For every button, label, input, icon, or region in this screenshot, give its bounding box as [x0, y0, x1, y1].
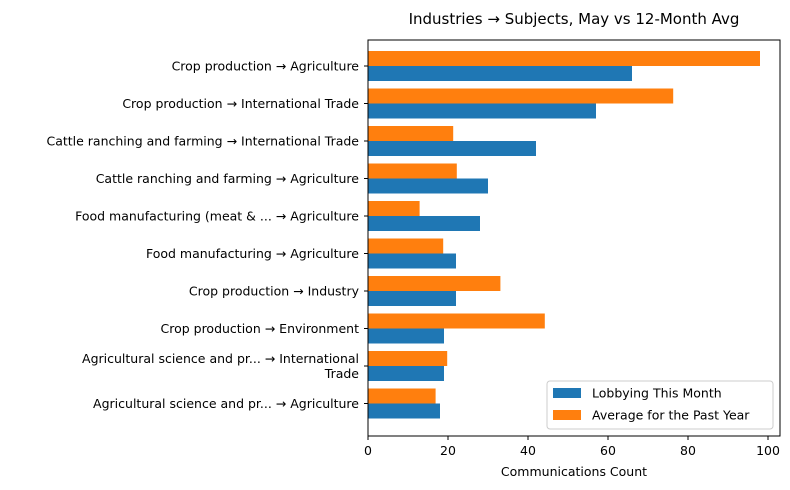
y-tick-label: Trade — [324, 366, 360, 381]
bar-this-month-10 — [368, 403, 440, 419]
legend-box — [546, 380, 774, 430]
x-axis-ticks: 0 20 40 60 80 100 — [364, 436, 780, 458]
x-tick-label: 100 — [756, 443, 780, 458]
bar-this-month-4 — [368, 178, 488, 194]
bar-average-5 — [368, 201, 420, 216]
legend-swatch — [553, 388, 581, 398]
y-tick-label: Crop production → Agriculture — [172, 59, 360, 74]
x-tick-label: 80 — [680, 443, 696, 458]
bar-average-7 — [368, 276, 501, 291]
bar-this-month-6 — [368, 253, 456, 269]
bar-this-month-5 — [368, 216, 480, 231]
legend-swatch — [553, 410, 581, 420]
y-tick-label: Cattle ranching and farming → Agricultur… — [96, 171, 360, 186]
bars-group — [368, 51, 760, 419]
bar-this-month-2 — [368, 103, 596, 119]
bar-this-month-7 — [368, 291, 456, 306]
y-tick-label: Food manufacturing (meat & ... → Agricul… — [75, 209, 359, 224]
y-axis-ticks: Crop production → Agriculture Crop produc… — [46, 59, 368, 411]
y-tick-label: Crop production → Industry — [189, 284, 360, 299]
plot-frame — [367, 39, 781, 437]
y-tick-label: Cattle ranching and farming → Internatio… — [46, 134, 359, 149]
legend-label: Lobbying This Month — [592, 386, 722, 401]
y-tick-label: Crop production → International Trade — [122, 96, 359, 111]
bar-average-4 — [368, 163, 457, 179]
bar-average-3 — [368, 126, 454, 141]
bar-average-1 — [368, 51, 760, 66]
bar-this-month-3 — [368, 141, 536, 156]
y-tick-label: Food manufacturing → Agriculture — [146, 246, 359, 261]
x-tick-label: 60 — [600, 443, 616, 458]
x-tick-label: 0 — [364, 443, 372, 458]
y-tick-label: Agricultural science and pr... → Agricul… — [93, 396, 359, 411]
bar-this-month-1 — [368, 66, 632, 81]
bar-this-month-9 — [368, 366, 444, 381]
legend-label: Average for the Past Year — [592, 408, 750, 423]
legend: Lobbying This Month Average for the Past … — [546, 380, 774, 430]
chart-title: Industries → Subjects, May vs 12-Month A… — [409, 10, 740, 28]
x-axis-label: Communications Count — [501, 464, 647, 479]
y-tick-label: Crop production → Environment — [160, 321, 359, 336]
bar-average-9 — [368, 351, 448, 366]
x-tick-label: 20 — [440, 443, 456, 458]
bar-average-10 — [368, 388, 436, 404]
bar-average-2 — [368, 88, 674, 104]
bar-average-8 — [368, 313, 545, 329]
x-tick-label: 40 — [520, 443, 536, 458]
bar-average-6 — [368, 238, 444, 254]
bar-this-month-8 — [368, 328, 444, 344]
y-tick-label: Agricultural science and pr... → Interna… — [82, 351, 359, 366]
